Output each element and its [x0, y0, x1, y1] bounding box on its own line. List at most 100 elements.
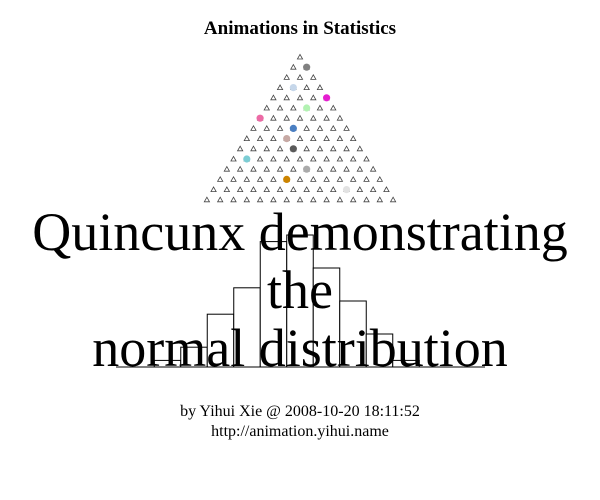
pin: [310, 175, 317, 182]
pin: [376, 196, 384, 203]
pin: [376, 175, 384, 182]
pin: [283, 94, 290, 101]
pin: [256, 155, 264, 162]
pin: [270, 196, 277, 203]
pin: [343, 165, 350, 172]
overlay-line-3: normal distribution: [92, 318, 508, 378]
histogram-bar: [339, 300, 367, 368]
page-title: Animations in Statistics: [203, 18, 397, 39]
pin: [256, 135, 264, 142]
ball: [303, 63, 311, 71]
pin: [216, 196, 224, 203]
pin: [236, 186, 244, 193]
pin: [369, 165, 377, 172]
pin: [316, 145, 324, 152]
pin: [270, 175, 277, 182]
pin: [270, 155, 277, 162]
pin: [356, 145, 364, 152]
pin: [303, 124, 310, 131]
pin: [343, 145, 350, 152]
ball: [283, 135, 291, 143]
pin: [290, 165, 297, 172]
pin: [356, 186, 364, 193]
pin: [303, 186, 310, 193]
pin: [310, 135, 317, 142]
pin: [316, 186, 324, 193]
pin: [296, 53, 304, 60]
pin: [310, 94, 317, 101]
pin: [230, 196, 237, 203]
pin: [250, 124, 257, 131]
pin: [316, 124, 324, 131]
website-url: http://animation.yihui.name: [211, 423, 389, 440]
pin: [329, 104, 337, 111]
pin: [389, 196, 397, 203]
pin: [263, 186, 271, 193]
pin: [329, 124, 337, 131]
pin: [296, 94, 304, 101]
ball: [289, 124, 297, 132]
overlay-caption: Quincunx demonstrating the normal distri…: [0, 203, 600, 377]
ball: [256, 114, 264, 122]
byline: by Yihui Xie @ 2008-10-20 18:11:52 http:…: [0, 402, 600, 442]
pin: [276, 145, 284, 152]
pin: [363, 155, 370, 162]
pin: [216, 175, 224, 182]
pin: [250, 165, 257, 172]
pin-grid: [203, 53, 397, 203]
pin: [329, 186, 337, 193]
pin: [283, 155, 290, 162]
pin: [270, 94, 277, 101]
pin: [310, 196, 317, 203]
pin: [369, 186, 377, 193]
pin: [290, 63, 297, 70]
pin: [263, 104, 271, 111]
pin: [290, 186, 297, 193]
pin: [276, 186, 284, 193]
pin: [203, 196, 211, 203]
pin: [316, 84, 324, 90]
author-line: by Yihui Xie @ 2008-10-20 18:11:52: [180, 403, 420, 420]
pin: [223, 186, 231, 193]
overlay-line-1: Quincunx demonstrating: [32, 202, 568, 262]
pin: [310, 155, 317, 162]
pin: [336, 114, 344, 121]
pin: [296, 175, 304, 182]
pin: [336, 135, 344, 142]
pin: [270, 114, 277, 121]
ball: [303, 104, 311, 112]
overlay-line-2: the: [267, 260, 333, 320]
pin: [329, 165, 337, 172]
pin: [276, 165, 284, 172]
pin: [243, 135, 251, 142]
pin: [296, 135, 304, 142]
pin: [283, 73, 290, 80]
ball: [283, 175, 291, 183]
pin: [276, 84, 284, 90]
ball: [289, 84, 297, 92]
falling-balls: [243, 63, 351, 194]
pin: [343, 124, 350, 131]
pin: [296, 155, 304, 162]
pin: [296, 114, 304, 121]
pin: [296, 196, 304, 203]
pin: [336, 196, 344, 203]
pin: [236, 165, 244, 172]
histogram-bar: [206, 313, 235, 368]
pin: [236, 145, 244, 152]
pin: [243, 196, 251, 203]
pin: [270, 135, 277, 142]
pin: [303, 145, 310, 152]
pin: [363, 196, 370, 203]
pin: [250, 186, 257, 193]
pin: [303, 84, 310, 90]
pin: [323, 155, 330, 162]
pin: [290, 104, 297, 111]
pin: [316, 165, 324, 172]
pin: [363, 175, 370, 182]
pin: [349, 175, 357, 182]
pin: [263, 145, 271, 152]
pin: [316, 104, 324, 111]
pin: [336, 155, 344, 162]
